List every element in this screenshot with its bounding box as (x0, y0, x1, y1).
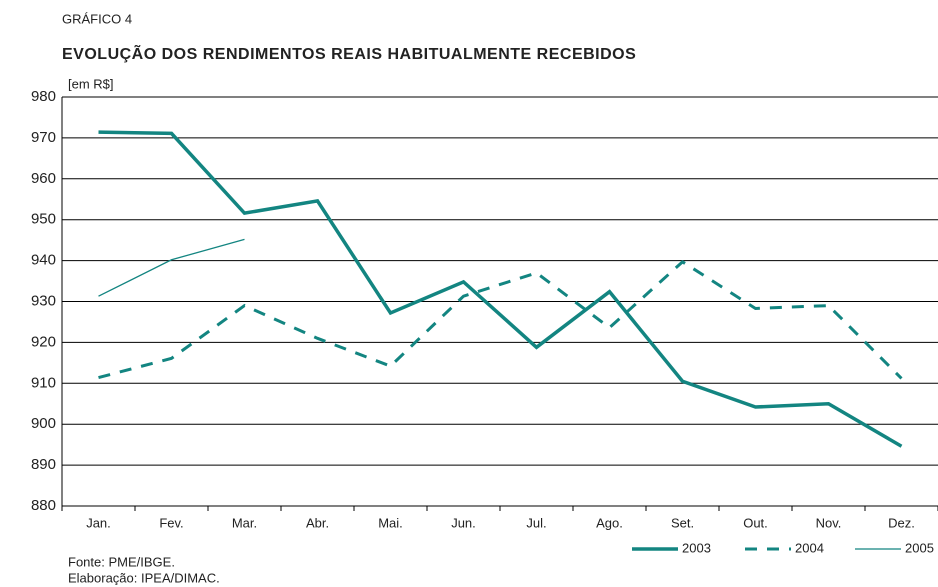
chart-kicker: GRÁFICO 4 (62, 11, 132, 26)
series-line (98, 130, 903, 448)
x-tick-label: Set. (671, 515, 694, 530)
x-tick-label: Dez. (888, 515, 915, 530)
series-line (98, 238, 245, 297)
y-tick-label: 950 (31, 211, 56, 228)
legend-label: 2005 (905, 540, 934, 555)
y-tick-label: 940 (31, 252, 56, 269)
x-tick-label: Fev. (159, 515, 183, 530)
x-tick-label: Jul. (526, 515, 546, 530)
x-tick-label: Out. (743, 515, 768, 530)
y-tick-label: 980 (31, 88, 56, 105)
y-tick-label: 880 (31, 497, 56, 514)
legend-label: 2003 (682, 540, 711, 555)
y-tick-label: 930 (31, 292, 56, 309)
x-tick-label: Ago. (596, 515, 623, 530)
legend-label: 2004 (795, 540, 824, 555)
y-tick-label: 890 (31, 456, 56, 473)
x-tick-label: Mai. (378, 515, 403, 530)
source-note: Fonte: PME/IBGE. (68, 554, 175, 569)
x-tick-label: Nov. (816, 515, 842, 530)
y-tick-label: 900 (31, 415, 56, 432)
x-tick-label: Jun. (451, 515, 476, 530)
x-tick-label: Mar. (232, 515, 257, 530)
y-tick-label: 910 (31, 374, 56, 391)
y-tick-label: 920 (31, 333, 56, 350)
series-line (98, 259, 903, 380)
y-tick-label: 970 (31, 129, 56, 146)
y-tick-label: 960 (31, 170, 56, 187)
source-note: Elaboração: IPEA/DIMAC. (68, 570, 220, 585)
x-tick-label: Abr. (306, 515, 329, 530)
y-axis-label: [em R$] (68, 76, 114, 91)
x-tick-label: Jan. (86, 515, 111, 530)
chart-title: EVOLUÇÃO DOS RENDIMENTOS REAIS HABITUALM… (62, 43, 636, 63)
